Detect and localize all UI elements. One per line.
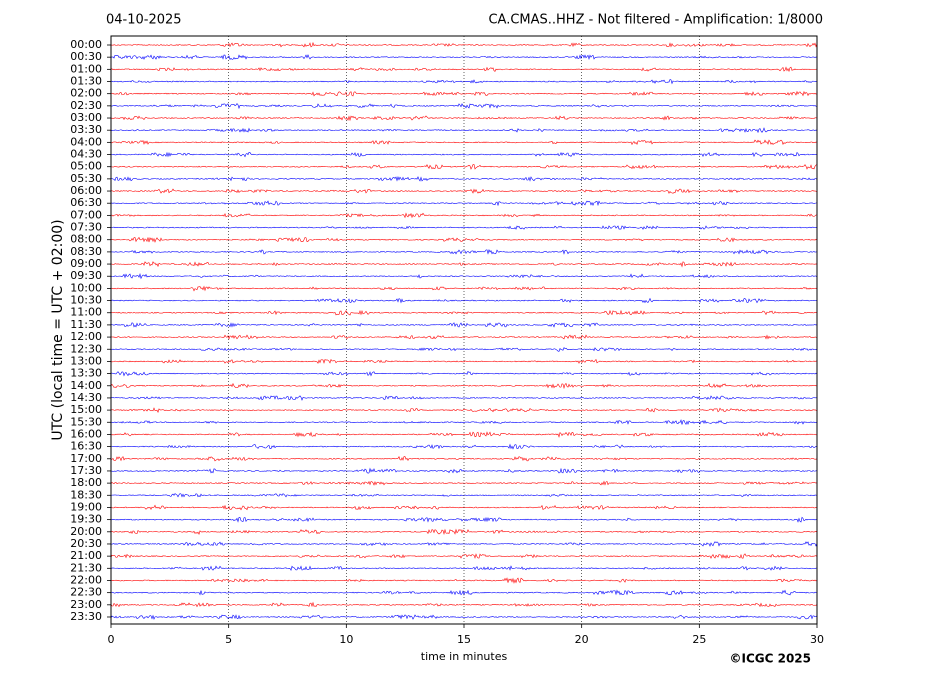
trace	[110, 261, 818, 268]
y-tick-label: 02:00	[70, 87, 102, 100]
trace	[110, 395, 818, 401]
y-tick-label: 16:00	[70, 427, 102, 440]
x-tick-label: 15	[457, 633, 471, 646]
trace	[110, 443, 818, 450]
x-tick-label: 30	[810, 633, 824, 646]
y-tick-label: 20:00	[70, 525, 102, 538]
y-tick-label: 07:00	[70, 208, 102, 221]
trace	[110, 382, 818, 390]
y-tick-label: 08:00	[70, 233, 102, 246]
x-tick-label: 10	[339, 633, 353, 646]
y-tick-label: 03:00	[70, 111, 102, 124]
y-tick-label: 23:30	[70, 610, 102, 623]
y-tick-label: 07:30	[70, 221, 102, 234]
y-tick-label: 21:30	[70, 561, 102, 574]
trace	[110, 127, 818, 134]
x-tick-label: 25	[692, 633, 706, 646]
trace	[110, 41, 818, 48]
trace	[110, 419, 818, 426]
y-tick-label: 06:30	[70, 196, 102, 209]
y-tick-label: 11:30	[70, 318, 102, 331]
trace	[110, 565, 818, 572]
y-tick-label: 00:00	[70, 38, 102, 51]
y-tick-label: 18:30	[70, 488, 102, 501]
y-tick-label: 03:30	[70, 123, 102, 136]
y-tick-label: 23:00	[70, 598, 102, 611]
trace	[110, 334, 818, 340]
trace	[110, 358, 818, 364]
y-tick-label: 04:30	[70, 148, 102, 161]
y-tick-label: 12:00	[70, 330, 102, 343]
x-tick-label: 0	[108, 633, 115, 646]
y-tick-label: 22:00	[70, 573, 102, 586]
chart-title: CA.CMAS..HHZ - Not filtered - Amplificat…	[488, 13, 823, 28]
trace	[110, 601, 818, 608]
trace	[110, 164, 818, 170]
trace	[110, 200, 818, 207]
y-tick-label: 15:30	[70, 415, 102, 428]
trace	[110, 431, 818, 438]
plot-frame	[110, 35, 818, 625]
trace	[110, 176, 818, 182]
trace	[110, 614, 818, 620]
x-axis-label: time in minutes	[421, 650, 508, 663]
y-tick-label: 22:30	[70, 586, 102, 599]
y-tick-label: 01:30	[70, 75, 102, 88]
y-tick-label: 01:00	[70, 62, 102, 75]
trace	[110, 188, 818, 194]
trace	[110, 371, 818, 377]
y-tick-label: 21:00	[70, 549, 102, 562]
trace	[110, 577, 818, 584]
y-tick-label: 02:30	[70, 99, 102, 112]
trace	[110, 151, 818, 158]
y-tick-label: 14:30	[70, 391, 102, 404]
y-tick-label: 18:00	[70, 476, 102, 489]
y-tick-label: 16:30	[70, 440, 102, 453]
trace	[110, 322, 818, 328]
date: 04-10-2025	[106, 13, 182, 28]
y-tick-label: 09:30	[70, 269, 102, 282]
y-tick-label: 00:30	[70, 50, 102, 63]
credit: ©ICGC 2025	[729, 652, 811, 666]
y-tick-label: 11:00	[70, 306, 102, 319]
y-tick-label: 06:00	[70, 184, 102, 197]
y-tick-label: 14:00	[70, 379, 102, 392]
y-tick-label: 08:30	[70, 245, 102, 258]
trace	[110, 456, 818, 462]
y-tick-label: 09:00	[70, 257, 102, 270]
trace	[110, 212, 818, 219]
y-tick-label: 10:30	[70, 294, 102, 307]
y-tick-label: 19:30	[70, 513, 102, 526]
y-tick-label: 15:00	[70, 403, 102, 416]
trace	[110, 225, 818, 230]
y-tick-label: 19:00	[70, 500, 102, 513]
y-tick-label: 17:30	[70, 464, 102, 477]
y-tick-label: 20:30	[70, 537, 102, 550]
y-tick-label: 05:30	[70, 172, 102, 185]
y-tick-label: 12:30	[70, 342, 102, 355]
y-tick-label: 13:30	[70, 367, 102, 380]
x-tick-label: 20	[575, 633, 589, 646]
y-tick-label: 05:00	[70, 160, 102, 173]
x-tick-label: 5	[225, 633, 232, 646]
y-tick-label: 17:00	[70, 452, 102, 465]
y-tick-label: 10:00	[70, 281, 102, 294]
y-axis-label: UTC (local time = UTC + 02:00)	[50, 219, 66, 440]
y-tick-label: 13:00	[70, 354, 102, 367]
y-tick-label: 04:00	[70, 135, 102, 148]
